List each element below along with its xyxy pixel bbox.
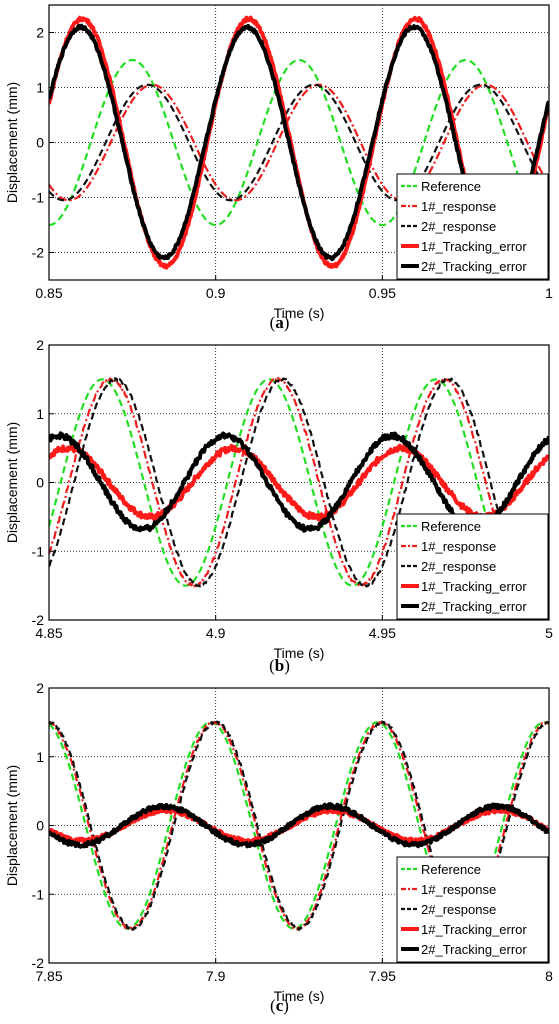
x-axis-label: Time (s) [274, 645, 325, 661]
x-tick-label: 7.95 [369, 968, 396, 984]
legend-label-5: 2#_Tracking_error [421, 942, 527, 957]
series-line-3 [49, 83, 549, 202]
y-tick-label: -2 [32, 245, 45, 261]
y-tick-label: 1 [36, 406, 44, 422]
x-tick-label: 0.95 [369, 285, 396, 301]
legend-label-2: 1#_response [421, 539, 496, 554]
y-tick-label: 0 [36, 818, 44, 834]
x-tick-label: 5 [545, 625, 553, 641]
legend-label-4: 1#_Tracking_error [421, 239, 527, 254]
series-line-3 [49, 377, 549, 588]
legend: Reference 1#_response 2#_response 1#_Tracki… [396, 173, 549, 280]
y-tick-label: 0 [36, 475, 44, 491]
legend-label-3: 2#_response [421, 902, 496, 917]
series-line-1 [49, 721, 549, 930]
y-tick-label: -1 [32, 886, 45, 902]
chart-panel-c: 7.85 7.9 7.95 8 -2 -1 0 1 2 Time (s) Displacement … [0, 683, 559, 1021]
legend-label-4: 1#_Tracking_error [421, 922, 527, 937]
y-tick-label: 1 [36, 80, 44, 96]
legend-label-5: 2#_Tracking_error [421, 599, 527, 614]
y-tick-label: -1 [32, 190, 45, 206]
y-tick-label: 0 [36, 135, 44, 151]
x-tick-label: 4.95 [369, 625, 396, 641]
caption-c: (c) [270, 996, 289, 1015]
y-tick-label: 2 [36, 340, 44, 353]
legend-label-5: 2#_Tracking_error [421, 259, 527, 274]
x-tick-label: 4.9 [206, 625, 226, 641]
legend-label-3: 2#_response [421, 219, 496, 234]
y-tick-label: 2 [36, 683, 44, 696]
caption-a-letter: a [275, 313, 284, 332]
chart-svg: 7.85 7.9 7.95 8 -2 -1 0 1 2 Time (s) Displacement … [4, 683, 553, 1004]
caption-a: (a) [269, 313, 290, 332]
x-tick-label: 1 [545, 285, 553, 301]
legend-label-1: Reference [421, 179, 481, 194]
x-tick-label: 7.85 [35, 968, 62, 984]
chart-panel-b: 4.85 4.9 4.95 5 -2 -1 0 1 2 Time (s) Displacement … [0, 340, 559, 678]
legend: Reference 1#_response 2#_response 1#_Tracki… [396, 513, 549, 620]
x-tick-label: 7.9 [206, 968, 226, 984]
y-tick-label: 1 [36, 749, 44, 765]
x-tick-label: 0.9 [206, 285, 226, 301]
series-line-1 [49, 378, 549, 587]
legend-label-2: 1#_response [421, 882, 496, 897]
legend-label-1: Reference [421, 519, 481, 534]
series-line-2 [49, 376, 549, 588]
legend-label-1: Reference [421, 862, 481, 877]
y-tick-label: -2 [32, 612, 45, 628]
y-axis-label: Displacement (mm) [4, 765, 20, 886]
series-line-5 [49, 802, 549, 849]
legend: Reference 1#_response 2#_response 1#_Tracki… [396, 856, 549, 963]
legend-label-4: 1#_Tracking_error [421, 579, 527, 594]
series-line-1 [49, 58, 549, 227]
series-line-2 [49, 83, 549, 202]
y-tick-label: -2 [32, 955, 45, 971]
chart-svg: 4.85 4.9 4.95 5 -2 -1 0 1 2 Time (s) Displacement … [4, 340, 553, 661]
legend-label-3: 2#_response [421, 559, 496, 574]
y-axis-label: Displacement (mm) [4, 82, 20, 203]
y-tick-label: -1 [32, 543, 45, 559]
series-line-4 [49, 443, 549, 522]
chart-panel-a: 0.85 0.9 0.95 1 -2 -1 0 1 2 Time (s) Displacement … [0, 0, 559, 338]
chart-svg: 0.85 0.9 0.95 1 -2 -1 0 1 2 Time (s) Displacement … [4, 4, 553, 321]
series-line-3 [49, 720, 549, 931]
y-tick-label: 2 [36, 25, 44, 41]
x-axis-label: Time (s) [274, 988, 325, 1004]
x-tick-label: 0.85 [35, 285, 62, 301]
legend-label-2: 1#_response [421, 199, 496, 214]
caption-c-letter: c [275, 996, 284, 1015]
y-axis-label: Displacement (mm) [4, 422, 20, 543]
caption-b-letter: b [274, 656, 285, 675]
x-tick-label: 8 [545, 968, 553, 984]
x-tick-label: 4.85 [35, 625, 62, 641]
x-axis-label: Time (s) [274, 305, 325, 321]
caption-b: (b) [269, 656, 290, 675]
